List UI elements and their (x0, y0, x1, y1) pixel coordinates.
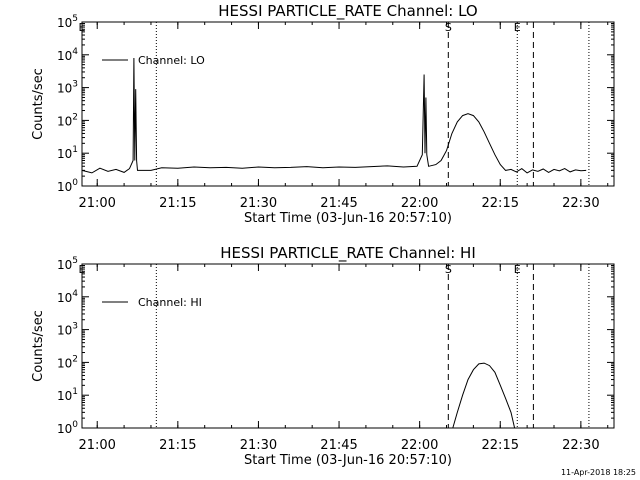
y-axis-label: Counts/sec (31, 68, 46, 140)
marker-annotation: S (445, 21, 452, 34)
x-tick-label: 22:15 (482, 438, 519, 453)
marker-annotation: E (514, 263, 521, 276)
y-tick-label: 101 (57, 145, 78, 161)
x-tick-label: 22:00 (401, 438, 438, 453)
x-tick-label: 21:15 (159, 196, 196, 211)
footer-timestamp: 11-Apr-2018 18:25 (561, 468, 636, 477)
x-tick-label: 22:30 (562, 196, 599, 211)
x-tick-label: 21:45 (320, 196, 357, 211)
series-line (452, 362, 516, 429)
x-tick-label: 21:30 (240, 438, 277, 453)
x-axis-label: Start Time (03-Jun-16 20:57:10) (244, 211, 452, 226)
x-tick-label: 21:15 (159, 438, 196, 453)
x-tick-label: 21:00 (78, 438, 115, 453)
legend-label: Channel: LO (138, 54, 205, 67)
plot-frame (81, 263, 615, 429)
marker-annotation: E (79, 21, 86, 34)
marker-annotation: E (79, 263, 86, 276)
series-line (81, 57, 587, 174)
chart-panel-1: HESSI PARTICLE_RATE Channel: LO 100 101 102… (31, 2, 615, 226)
y-tick-label: 104 (57, 47, 78, 63)
marker-annotation: S (445, 263, 452, 276)
y-tick-label: 101 (57, 387, 78, 403)
chart-title: HESSI PARTICLE_RATE Channel: HI (220, 244, 476, 263)
x-tick-label: 22:00 (401, 196, 438, 211)
y-tick-label: 103 (57, 322, 78, 338)
plot-frame (81, 21, 615, 187)
x-tick-label: 22:30 (562, 438, 599, 453)
x-tick-label: 21:00 (78, 196, 115, 211)
x-tick-label: 21:45 (320, 438, 357, 453)
chart-title: HESSI PARTICLE_RATE Channel: LO (218, 2, 477, 21)
chart-panel-2: HESSI PARTICLE_RATE Channel: HI 100 101 102… (31, 244, 615, 468)
y-tick-label: 102 (57, 354, 78, 370)
marker-annotation: E (514, 21, 521, 34)
y-tick-label: 103 (57, 80, 78, 96)
x-axis-label: Start Time (03-Jun-16 20:57:10) (244, 453, 452, 468)
y-axis-label: Counts/sec (31, 310, 46, 382)
legend-label: Channel: HI (138, 296, 202, 309)
y-tick-label: 105 (57, 256, 78, 272)
x-tick-label: 21:30 (240, 196, 277, 211)
y-tick-label: 100 (57, 178, 78, 194)
y-tick-label: 104 (57, 289, 78, 305)
y-tick-label: 102 (57, 112, 78, 128)
x-tick-label: 22:15 (482, 196, 519, 211)
y-tick-label: 105 (57, 14, 78, 30)
y-tick-label: 100 (57, 420, 78, 436)
